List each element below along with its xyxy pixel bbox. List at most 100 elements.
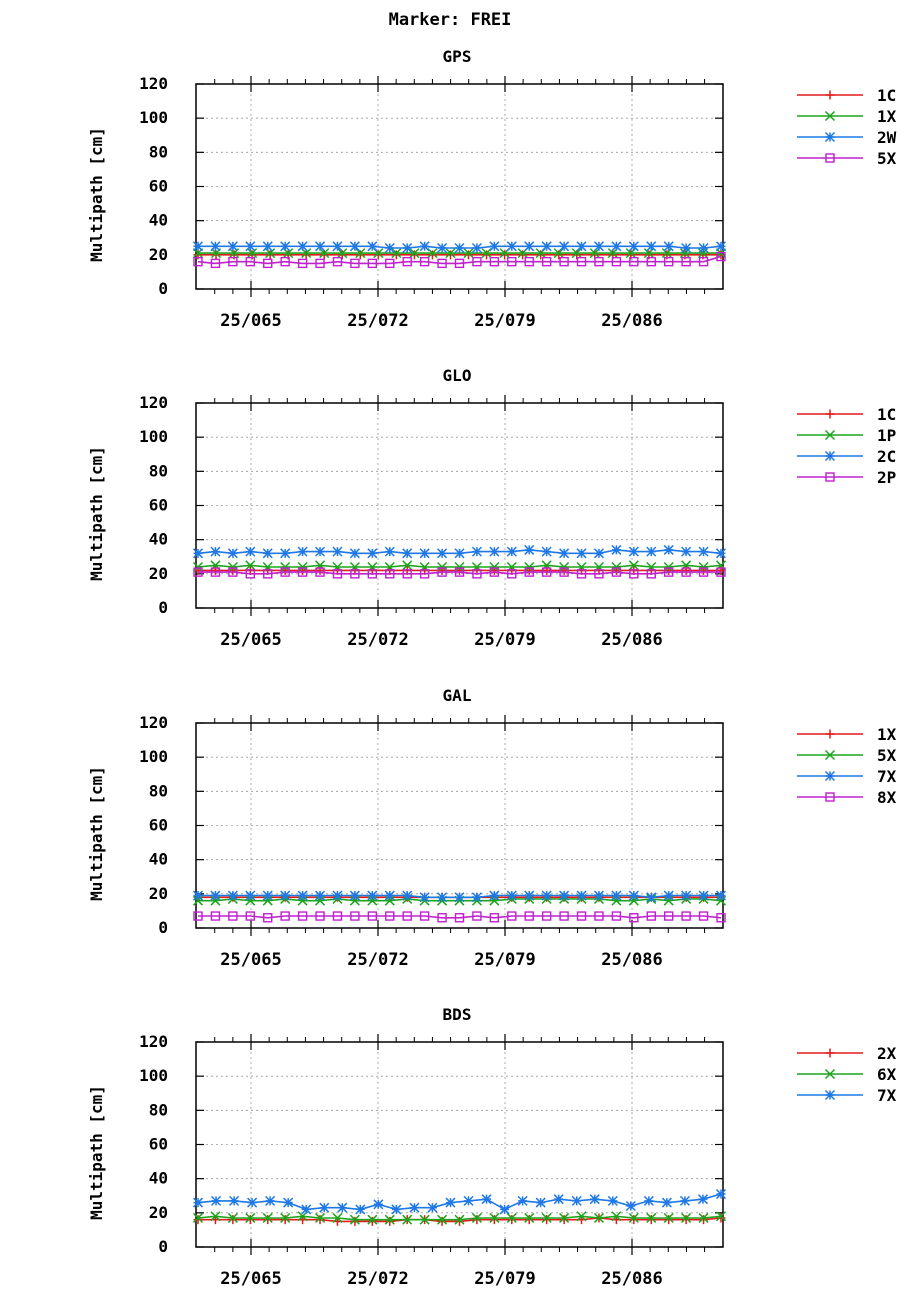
data-point xyxy=(536,250,546,260)
y-tick-label: 120 xyxy=(139,713,168,732)
data-point xyxy=(576,256,587,267)
x-tick-label: 25/072 xyxy=(347,1269,408,1289)
data-point xyxy=(517,1195,528,1206)
legend-entry-1p: 1P xyxy=(797,426,896,445)
data-point xyxy=(349,1214,360,1225)
data-point xyxy=(507,1215,517,1225)
data-point xyxy=(559,890,570,901)
data-point xyxy=(589,248,600,259)
data-point xyxy=(315,546,326,557)
data-point xyxy=(541,546,552,557)
data-point xyxy=(518,250,528,260)
data-point xyxy=(535,1197,546,1208)
data-point xyxy=(319,250,329,260)
plot-frame xyxy=(195,83,724,290)
data-point xyxy=(629,569,639,579)
data-point xyxy=(594,911,604,921)
data-point xyxy=(463,1195,474,1206)
series-1c xyxy=(193,250,726,260)
data-point xyxy=(664,911,674,921)
data-point xyxy=(646,241,657,252)
y-axis-label: Multipath [cm] xyxy=(87,1085,106,1220)
legend-marker xyxy=(824,450,836,462)
legend-label: 5X xyxy=(877,149,897,168)
data-point xyxy=(297,241,308,252)
data-point xyxy=(646,1215,656,1225)
data-point xyxy=(228,1215,238,1225)
data-point xyxy=(228,567,238,577)
y-tick-label: 100 xyxy=(139,427,168,446)
legend-marker xyxy=(824,429,836,441)
data-point xyxy=(402,560,413,571)
data-point xyxy=(245,256,256,267)
data-point xyxy=(646,256,656,267)
data-point xyxy=(524,567,534,577)
legend-entry-1x: 1X xyxy=(797,107,897,126)
legend-label: 7X xyxy=(877,1086,897,1105)
data-point xyxy=(507,911,517,921)
data-point xyxy=(384,546,395,557)
y-tick-label: 20 xyxy=(149,564,168,583)
legend-label: 1P xyxy=(877,426,896,445)
data-point xyxy=(210,546,221,557)
data-point xyxy=(355,250,365,260)
data-point xyxy=(301,1204,312,1215)
data-point xyxy=(628,1212,639,1223)
data-point xyxy=(193,256,203,267)
data-point xyxy=(454,567,465,577)
data-point xyxy=(524,256,534,267)
data-point xyxy=(247,1197,258,1208)
panel-bds: BDS 0 20 40 60 80 100 120 25/065 25/072 25/079 25/0… xyxy=(87,1005,897,1289)
data-point xyxy=(297,911,308,921)
data-point xyxy=(646,569,656,579)
data-point xyxy=(315,567,325,577)
data-point xyxy=(481,1194,492,1205)
data-point xyxy=(593,241,604,252)
legend-label: 2C xyxy=(877,447,896,466)
legend-marker xyxy=(825,153,835,163)
series-7x xyxy=(192,1189,727,1215)
data-point xyxy=(489,1215,499,1225)
data-point xyxy=(559,567,569,577)
data-point xyxy=(437,567,447,577)
data-point xyxy=(350,569,360,579)
data-point xyxy=(297,561,308,573)
data-point xyxy=(471,242,482,254)
data-point xyxy=(319,248,330,259)
data-point xyxy=(559,911,569,921)
series-line xyxy=(198,915,722,919)
legend-entry-6x: 6X xyxy=(797,1065,897,1084)
data-point xyxy=(611,911,622,921)
data-point xyxy=(542,565,552,575)
data-point xyxy=(245,546,256,557)
y-axis-label: Multipath [cm] xyxy=(87,446,106,581)
x-tick-label: 25/072 xyxy=(347,311,408,331)
data-point xyxy=(506,546,517,557)
data-point xyxy=(576,569,587,579)
x-tick-label: 25/072 xyxy=(347,950,408,970)
y-tick-label: 0 xyxy=(158,279,168,298)
data-point xyxy=(681,565,691,575)
data-point xyxy=(355,1204,366,1215)
data-point xyxy=(332,911,343,921)
data-point xyxy=(471,546,482,557)
data-point xyxy=(283,1197,294,1208)
data-point xyxy=(607,1195,618,1206)
data-point xyxy=(280,548,291,559)
data-point xyxy=(489,1212,500,1223)
data-point xyxy=(472,1215,482,1225)
data-point xyxy=(367,1214,378,1225)
legend-entry-8x: 8X xyxy=(797,788,897,807)
data-point xyxy=(663,241,674,252)
data-point xyxy=(572,250,582,260)
data-point xyxy=(472,256,482,267)
data-point xyxy=(571,248,582,259)
data-point xyxy=(445,248,456,259)
data-point xyxy=(611,544,622,555)
legend-label: 8X xyxy=(877,788,897,807)
data-point xyxy=(210,567,221,577)
data-point xyxy=(716,567,726,577)
data-point xyxy=(437,892,448,903)
data-point xyxy=(367,1216,377,1226)
legend-marker xyxy=(824,1089,836,1101)
